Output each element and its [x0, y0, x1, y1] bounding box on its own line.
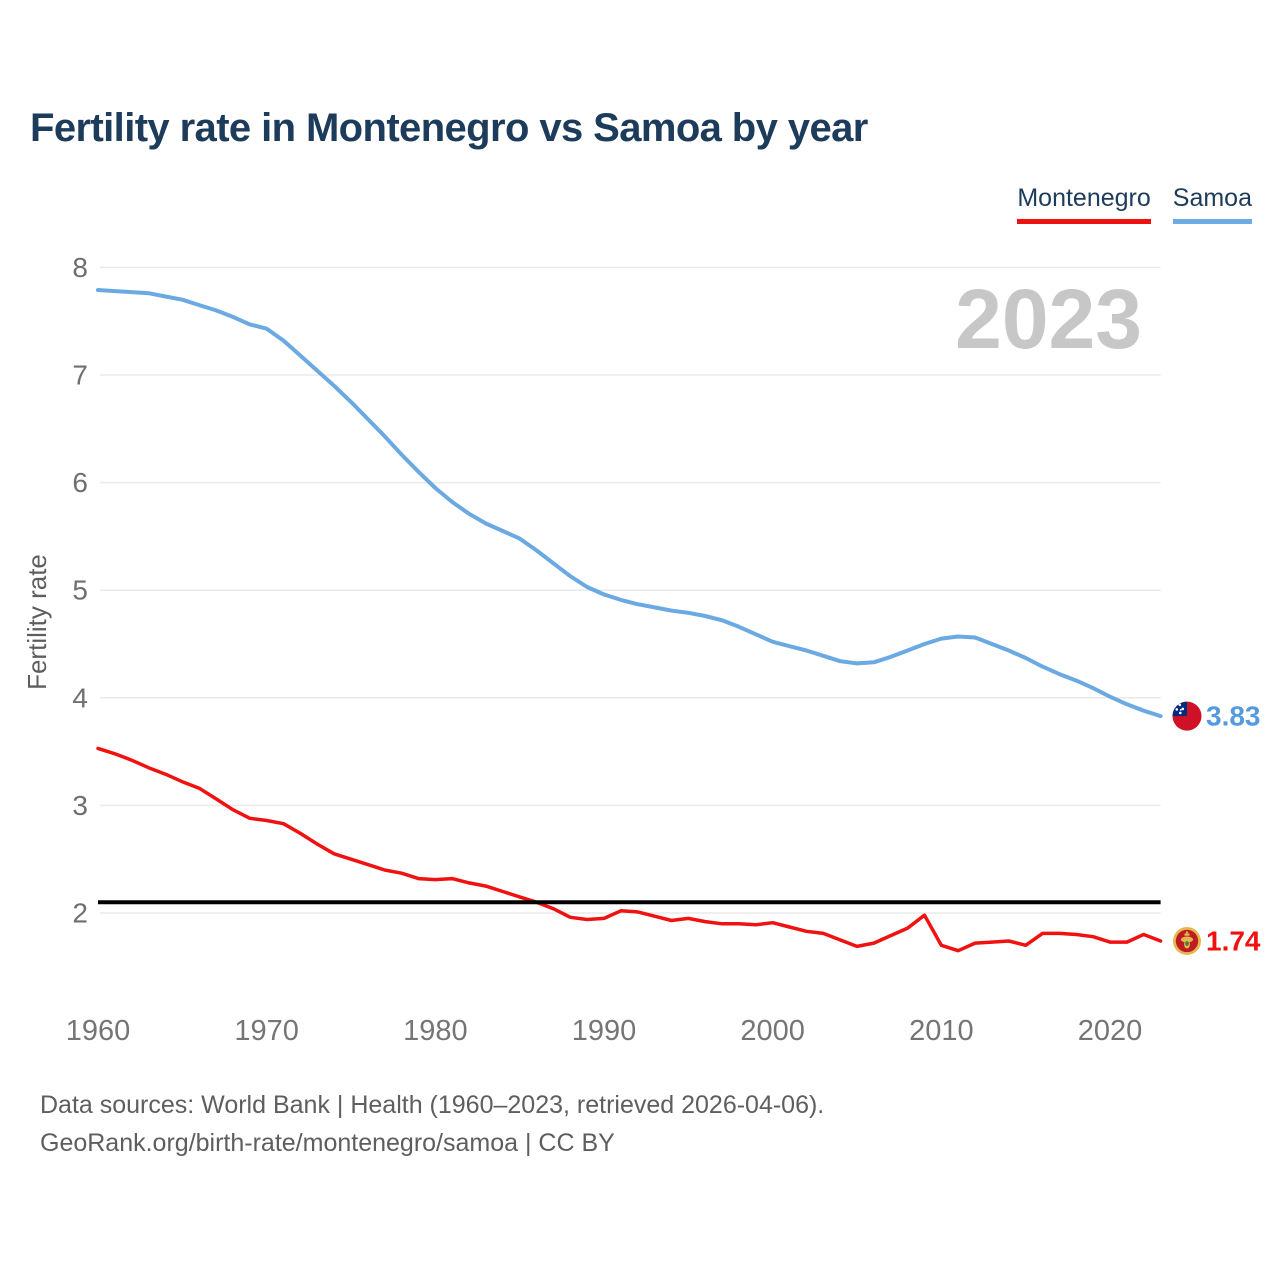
montenegro-flag-icon — [1173, 926, 1201, 955]
x-tick-label: 1970 — [234, 1015, 299, 1047]
y-tick-label: 6 — [72, 467, 88, 498]
footer-attribution: GeoRank.org/birth-rate/montenegro/samoa … — [40, 1129, 615, 1157]
legend-item-samoa[interactable]: Samoa — [1172, 184, 1252, 224]
x-tick-label: 1980 — [403, 1015, 468, 1047]
y-axis-title: Fertility rate — [22, 554, 52, 690]
y-tick-label: 4 — [72, 682, 88, 713]
y-tick-label: 2 — [72, 898, 88, 929]
x-tick-label: 1960 — [66, 1015, 131, 1047]
x-tick-label: 1990 — [572, 1015, 637, 1047]
x-tick-label: 2010 — [909, 1015, 974, 1047]
y-tick-label: 3 — [72, 790, 88, 821]
x-tick-label: 2020 — [1078, 1015, 1143, 1047]
montenegro-end-value: 1.74 — [1206, 925, 1261, 956]
legend: Montenegro Samoa — [1017, 184, 1252, 224]
footer: Data sources: World Bank | Health (1960–… — [40, 1086, 824, 1162]
samoa-line[interactable] — [96, 288, 1163, 719]
samoa-end-value: 3.83 — [1206, 701, 1261, 732]
y-tick-label: 8 — [72, 252, 88, 283]
samoa-flag-icon — [1172, 701, 1202, 731]
page-title: Fertility rate in Montenegro vs Samoa by… — [30, 106, 868, 150]
year-watermark: 2023 — [955, 272, 1142, 366]
y-tick-label: 5 — [72, 575, 88, 606]
x-tick-label: 2000 — [740, 1015, 805, 1047]
legend-item-montenegro[interactable]: Montenegro — [1017, 184, 1151, 224]
montenegro-line[interactable] — [96, 746, 1163, 953]
y-tick-label: 7 — [72, 360, 88, 391]
footer-sources: Data sources: World Bank | Health (1960–… — [40, 1091, 825, 1119]
